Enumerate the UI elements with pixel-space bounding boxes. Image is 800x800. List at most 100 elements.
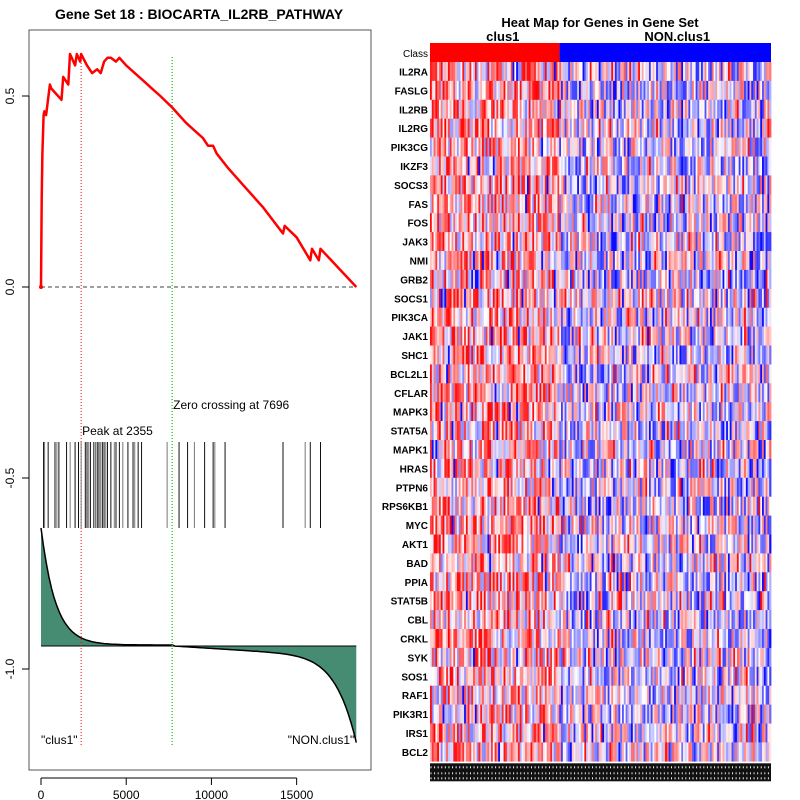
heatmap-cell xyxy=(607,440,610,460)
heatmap-cell xyxy=(546,99,549,119)
heatmap-cell xyxy=(562,62,565,82)
heatmap-cell xyxy=(573,137,576,157)
y-tick-label: 0.5 xyxy=(3,87,17,104)
heatmap-cell xyxy=(738,62,741,82)
heatmap-cell xyxy=(544,477,548,497)
heatmap-cell xyxy=(483,364,487,384)
heatmap-cell xyxy=(666,269,670,290)
heatmap-cell xyxy=(584,364,587,384)
heatmap-cell xyxy=(553,213,557,233)
heatmap-cell xyxy=(580,458,583,479)
heatmap-cell xyxy=(727,364,731,384)
heatmap-cell xyxy=(508,515,512,535)
heatmap-cell xyxy=(648,402,652,422)
heatmap-cell xyxy=(740,383,743,403)
heatmap-cell xyxy=(458,80,461,101)
heatmap-cell xyxy=(686,345,689,365)
heatmap-cell xyxy=(430,458,433,479)
heatmap-cell xyxy=(733,137,736,157)
heatmap-cell xyxy=(480,458,483,479)
heatmap-cell xyxy=(647,213,650,233)
heatmap-cell xyxy=(659,232,662,252)
heatmap-cell xyxy=(674,326,677,346)
heatmap-cell xyxy=(613,496,616,516)
heatmap-cell xyxy=(473,175,476,195)
heatmap-cell xyxy=(467,194,470,214)
heatmap-cell xyxy=(742,307,745,327)
heatmap-cell xyxy=(503,477,506,497)
heatmap-cell xyxy=(602,458,605,479)
heatmap-cell xyxy=(692,194,695,214)
heatmap-cell xyxy=(512,440,515,460)
heatmap-cell xyxy=(559,137,562,157)
heatmap-cell xyxy=(620,383,623,403)
heatmap-cell xyxy=(442,515,445,535)
heatmap-cell xyxy=(738,421,741,441)
heatmap-cell xyxy=(494,440,497,460)
heatmap-cell xyxy=(767,440,770,460)
heatmap-cell xyxy=(744,383,747,403)
heatmap-cell xyxy=(711,232,714,252)
heatmap-cell xyxy=(731,213,734,233)
heatmap-cell xyxy=(731,421,734,441)
heatmap-cell xyxy=(713,269,716,290)
heatmap-cell xyxy=(562,175,565,195)
heatmap-cell xyxy=(467,383,470,403)
heatmap-cell xyxy=(623,496,627,516)
heatmap-cell xyxy=(744,421,747,441)
heatmap-cell xyxy=(435,364,438,384)
heatmap-cell xyxy=(578,515,582,535)
heatmap-cell xyxy=(740,345,743,365)
heatmap-cell xyxy=(627,269,630,290)
heatmap-cell xyxy=(566,288,569,308)
heatmap-cell xyxy=(435,251,438,271)
heatmap-cell xyxy=(641,496,644,516)
heatmap-cell xyxy=(765,251,768,271)
heatmap-cell xyxy=(498,251,501,271)
heatmap-cell xyxy=(620,345,623,365)
heatmap-cell xyxy=(456,80,460,101)
heatmap-cell xyxy=(675,118,679,138)
heatmap-cell xyxy=(609,496,612,516)
heatmap-cell xyxy=(510,364,513,384)
heatmap-cell xyxy=(559,515,562,535)
heatmap-cell xyxy=(636,269,639,290)
heatmap-cell xyxy=(438,534,442,554)
heatmap-cell xyxy=(706,251,709,271)
heatmap-cell xyxy=(566,194,569,214)
heatmap-cell xyxy=(659,364,662,384)
heatmap-cell xyxy=(593,383,596,403)
heatmap-cell xyxy=(595,421,598,441)
heatmap-cell xyxy=(580,232,583,252)
heatmap-cell xyxy=(543,515,546,535)
heatmap-cell xyxy=(498,213,501,233)
heatmap-cell xyxy=(469,515,472,535)
heatmap-cell xyxy=(446,496,449,516)
heatmap-cell xyxy=(471,440,474,460)
heatmap-cell xyxy=(465,251,469,271)
heatmap-cell xyxy=(596,269,600,290)
heatmap-cell xyxy=(654,80,657,101)
heatmap-cell xyxy=(595,402,598,422)
heatmap-cell xyxy=(456,288,460,308)
heatmap-cell xyxy=(525,326,528,346)
heatmap-cell xyxy=(494,421,497,441)
heatmap-cell xyxy=(709,80,713,101)
heatmap-cell xyxy=(552,477,555,497)
heatmap-cell xyxy=(559,118,562,138)
heatmap-cell xyxy=(523,440,526,460)
heatmap-cell xyxy=(593,515,596,535)
heatmap-cell xyxy=(699,137,702,157)
heatmap-cell xyxy=(494,534,497,554)
heatmap-cell xyxy=(677,364,680,384)
heatmap-cell xyxy=(643,213,646,233)
heatmap-cell xyxy=(701,326,704,346)
heatmap-cell xyxy=(627,307,630,327)
heatmap-cell xyxy=(645,137,648,157)
heatmap-cell xyxy=(586,137,589,157)
heatmap-cell xyxy=(440,213,443,233)
heatmap-cell xyxy=(600,515,603,535)
heatmap-cell xyxy=(742,156,745,176)
heatmap-cell xyxy=(435,213,438,233)
heatmap-cell xyxy=(767,175,770,195)
